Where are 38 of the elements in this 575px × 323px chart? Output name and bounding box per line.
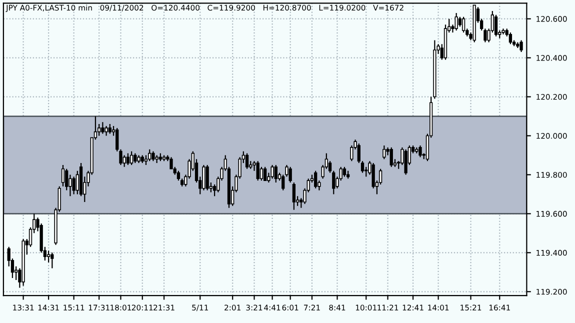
candlestick [76, 170, 79, 195]
candlestick [130, 150, 134, 166]
candlestick [72, 176, 76, 195]
candlestick [256, 160, 260, 182]
candlestick [454, 12, 458, 32]
candlestick [292, 182, 296, 210]
candlestick [264, 166, 267, 182]
candlestick [314, 170, 318, 189]
candlestick [245, 152, 249, 170]
candlestick [50, 252, 54, 269]
candlestick [126, 152, 130, 166]
candlestick [494, 14, 498, 37]
candlestick [288, 166, 292, 184]
candlestick [520, 40, 523, 53]
candlestick [104, 125, 108, 136]
candlestick [458, 16, 462, 28]
candlestick [108, 124, 112, 134]
candlestick [260, 166, 264, 182]
candlestick [134, 152, 137, 164]
candlestick [101, 122, 104, 134]
candlestick [508, 32, 512, 45]
candlestick [270, 164, 274, 180]
candlestick [462, 16, 466, 34]
candlestick [274, 164, 278, 184]
candlestick [390, 146, 393, 168]
candlestick [122, 154, 126, 168]
candlestick [382, 144, 386, 160]
candlestick [68, 174, 72, 197]
candlestick [364, 166, 368, 178]
candlestick [152, 150, 155, 162]
candlestick [46, 250, 50, 263]
candlestick [61, 164, 65, 187]
candlestick [418, 144, 422, 158]
candlestick [202, 164, 206, 191]
candlestick [148, 148, 152, 162]
candlestick [404, 148, 408, 176]
candlestick [206, 164, 209, 191]
candlestick [342, 166, 346, 178]
